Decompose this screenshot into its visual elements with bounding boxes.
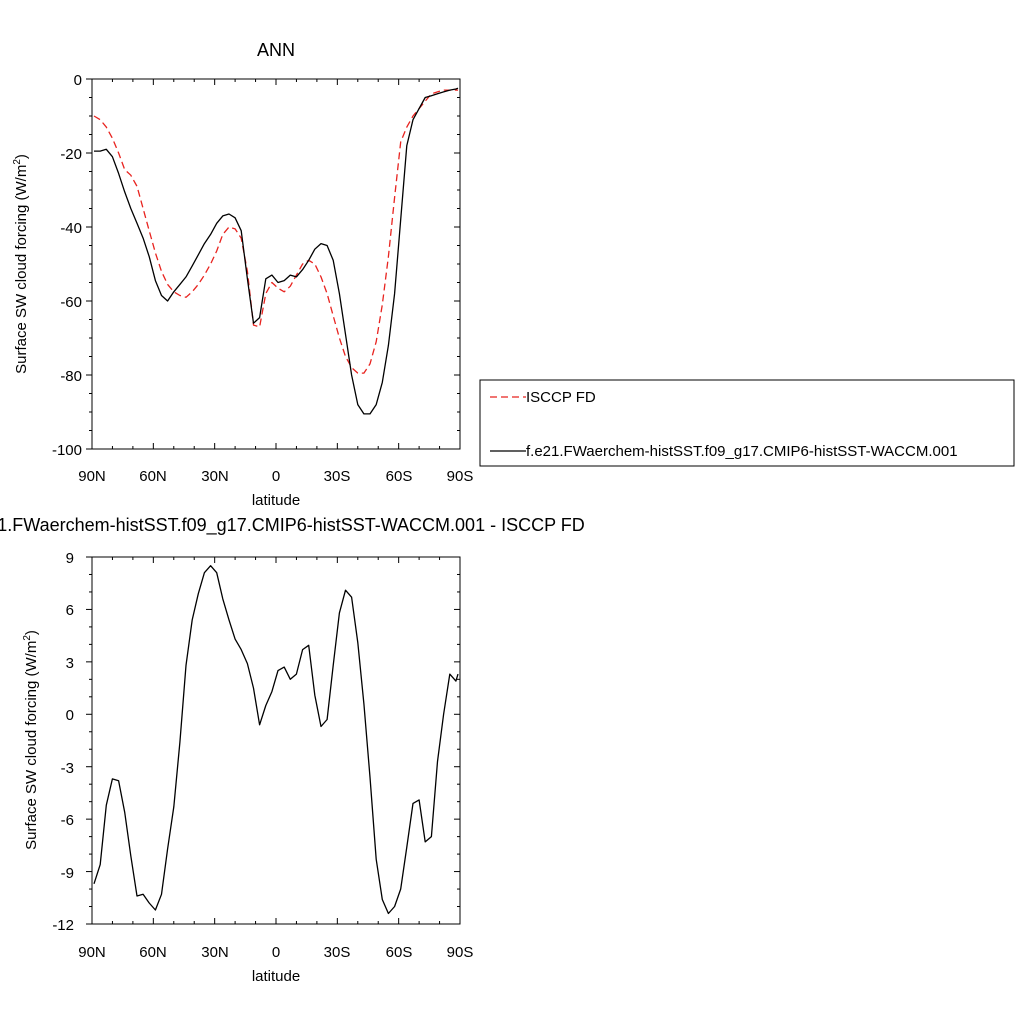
legend-label-isccp: ISCCP FD — [526, 389, 596, 406]
bottom-y-tick-label: -12 — [52, 917, 74, 934]
bottom-series-lines — [93, 565, 459, 915]
top-chart-title: ANN — [257, 40, 295, 60]
bottom-x-tick-label: 0 — [272, 944, 280, 961]
bottom-y-tick-label: 9 — [66, 550, 74, 567]
bottom-x-axis-label: latitude — [252, 968, 300, 985]
bottom-y-tick-label: 6 — [66, 602, 74, 619]
bottom-x-tick-label: 60S — [386, 944, 413, 961]
top-y-axis-label-text: Surface SW cloud forcing (W/m — [13, 165, 30, 374]
top-panel: ANN 0 -20 -40 -60 -80 -100 90N 60N 30N 0… — [12, 40, 1015, 509]
legend-label-model: f.e21.FWaerchem-histSST.f09_g17.CMIP6-hi… — [526, 443, 958, 460]
top-x-tick-label: 30N — [201, 468, 229, 485]
bottom-y-tick-label: -3 — [61, 760, 74, 777]
bottom-y-axis-label: Surface SW cloud forcing (W/m2) — [22, 630, 40, 850]
top-y-axis-label: Surface SW cloud forcing (W/m2) — [12, 154, 30, 374]
top-y-tick-label: 0 — [74, 72, 82, 89]
bottom-x-tick-label: 30S — [324, 944, 351, 961]
bottom-y-tick-label: -9 — [61, 865, 74, 882]
top-y-tick-label: -100 — [52, 442, 82, 459]
top-series-line-0 — [93, 89, 458, 374]
bottom-axis-ticks — [86, 556, 461, 925]
top-series-lines — [93, 87, 459, 415]
bottom-x-tick-label: 60N — [139, 944, 167, 961]
top-series-line-1 — [94, 87, 459, 415]
bottom-y-tick-label: -6 — [61, 812, 74, 829]
top-axis-ticks — [86, 78, 461, 450]
top-y-axis-label-sup: 2 — [12, 159, 23, 165]
top-y-tick-label: -60 — [60, 294, 82, 311]
top-y-tick-labels: 0 -20 -40 -60 -80 -100 — [52, 72, 82, 459]
bottom-plot-frame — [91, 556, 461, 925]
bottom-y-axis-label-close: ) — [23, 630, 40, 635]
top-x-tick-label: 60N — [139, 468, 167, 485]
top-x-tick-label: 0 — [272, 468, 280, 485]
top-x-tick-labels: 90N 60N 30N 0 30S 60S 90S — [78, 468, 473, 485]
top-plot-frame — [91, 78, 461, 450]
bottom-chart-title: f.e21.FWaerchem-histSST.f09_g17.CMIP6-hi… — [0, 515, 585, 536]
bottom-x-tick-label: 90N — [78, 944, 106, 961]
top-x-tick-label: 90S — [447, 468, 474, 485]
top-x-tick-label: 60S — [386, 468, 413, 485]
top-legend: ISCCP FD f.e21.FWaerchem-histSST.f09_g17… — [479, 379, 1015, 467]
top-x-tick-label: 30S — [324, 468, 351, 485]
top-y-axis-label-close: ) — [13, 154, 30, 159]
bottom-y-tick-labels: 9 6 3 0 -3 -6 -9 -12 — [52, 550, 74, 934]
bottom-x-tick-labels: 90N 60N 30N 0 30S 60S 90S — [78, 944, 473, 961]
bottom-x-tick-label: 90S — [447, 944, 474, 961]
top-y-tick-label: -20 — [60, 146, 82, 163]
top-y-tick-label: -80 — [60, 368, 82, 385]
bottom-series-line-0 — [93, 565, 459, 915]
top-x-axis-label: latitude — [252, 492, 300, 509]
bottom-panel: f.e21.FWaerchem-histSST.f09_g17.CMIP6-hi… — [0, 515, 585, 985]
bottom-y-axis-label-sup: 2 — [22, 635, 33, 641]
bottom-y-axis-label-text: Surface SW cloud forcing (W/m — [23, 641, 40, 850]
top-y-tick-label: -40 — [60, 220, 82, 237]
bottom-y-tick-label: 3 — [66, 655, 74, 672]
legend-box — [479, 379, 1015, 467]
bottom-y-tick-label: 0 — [66, 707, 74, 724]
bottom-x-tick-label: 30N — [201, 944, 229, 961]
top-x-tick-label: 90N — [78, 468, 106, 485]
